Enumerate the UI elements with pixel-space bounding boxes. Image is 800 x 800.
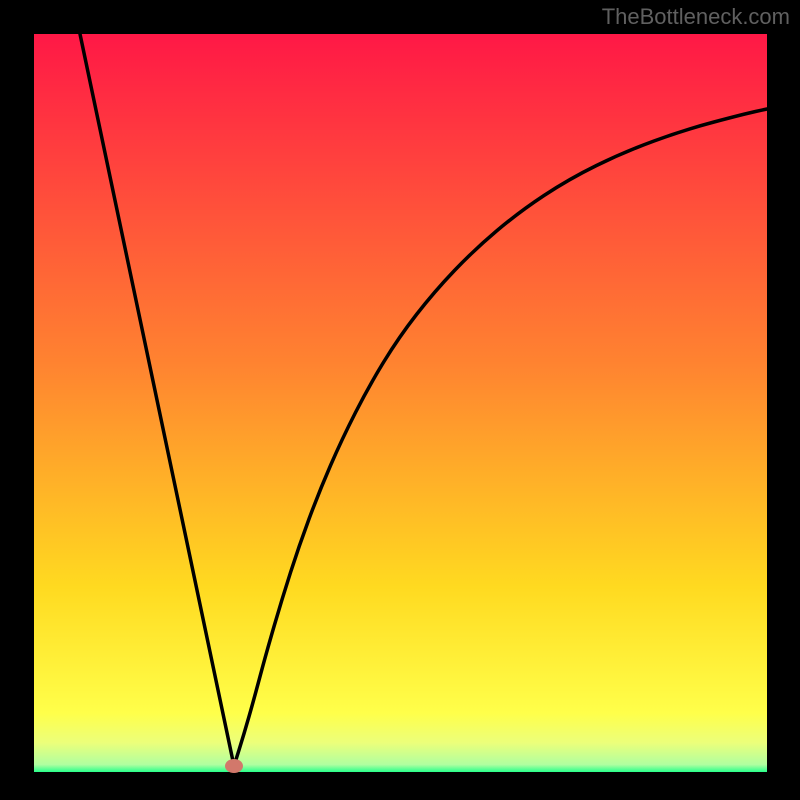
bottleneck-curve: [0, 0, 800, 800]
chart-canvas: TheBottleneck.com: [0, 0, 800, 800]
optimum-marker: [225, 759, 243, 773]
watermark-text: TheBottleneck.com: [602, 4, 790, 30]
